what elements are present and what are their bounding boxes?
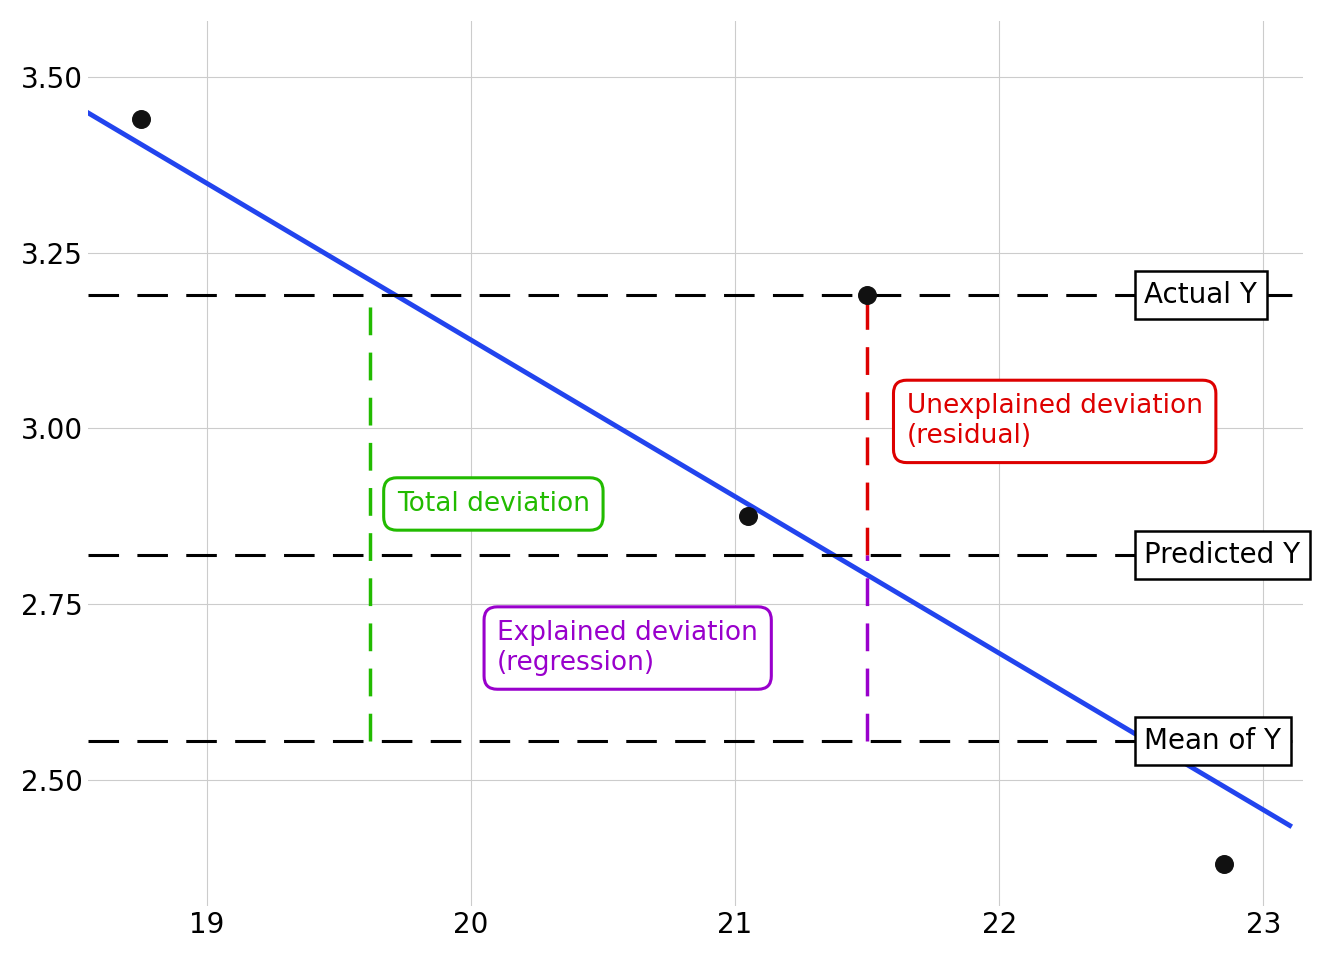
Point	[1212, 856, 1234, 872]
Point	[738, 509, 759, 524]
Text: Total deviation: Total deviation	[396, 491, 590, 517]
Text: Predicted Y: Predicted Y	[1144, 540, 1301, 569]
Text: Mean of Y: Mean of Y	[1144, 727, 1281, 756]
Point	[130, 111, 152, 127]
Text: Unexplained deviation
(residual): Unexplained deviation (residual)	[907, 394, 1203, 449]
Text: Explained deviation
(regression): Explained deviation (regression)	[497, 620, 758, 676]
Text: Actual Y: Actual Y	[1144, 281, 1257, 309]
Point	[856, 287, 878, 302]
